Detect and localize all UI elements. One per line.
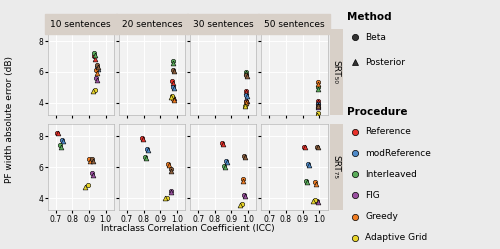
Text: Adaptive Grid: Adaptive Grid: [365, 233, 427, 242]
Text: FIG: FIG: [365, 191, 380, 200]
Title: 20 sentences: 20 sentences: [122, 20, 182, 29]
Text: Reference: Reference: [365, 127, 411, 136]
Text: PF width absolute error (dB): PF width absolute error (dB): [5, 56, 14, 183]
Title: 10 sentences: 10 sentences: [50, 20, 111, 29]
Text: SRT₇₅: SRT₇₅: [332, 155, 341, 179]
Text: Intraclass Correlation Coefficient (ICC): Intraclass Correlation Coefficient (ICC): [100, 224, 274, 233]
Text: Interleaved: Interleaved: [365, 170, 417, 179]
Text: SRT₅₀: SRT₅₀: [332, 60, 341, 84]
Title: 30 sentences: 30 sentences: [193, 20, 254, 29]
Text: Posterior: Posterior: [365, 58, 405, 67]
Text: Greedy: Greedy: [365, 212, 398, 221]
Text: Procedure: Procedure: [348, 107, 408, 117]
Text: Method: Method: [348, 12, 392, 22]
Text: Beta: Beta: [365, 33, 386, 42]
Title: 50 sentences: 50 sentences: [264, 20, 324, 29]
Text: modReference: modReference: [365, 149, 431, 158]
